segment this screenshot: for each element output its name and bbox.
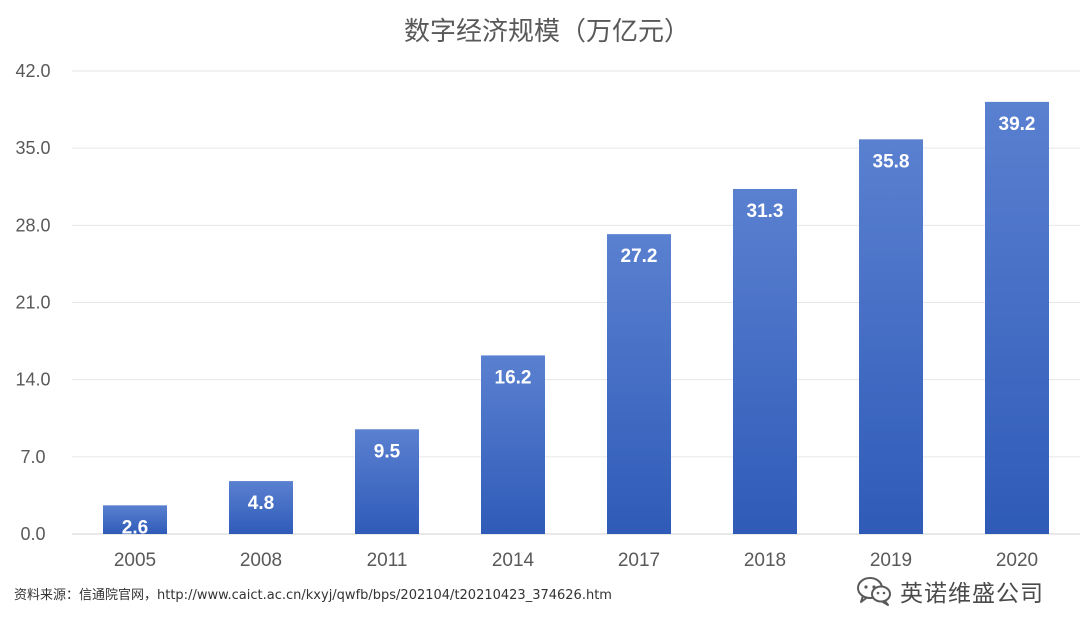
x-tick-label: 2017 xyxy=(618,550,660,571)
grid xyxy=(72,70,1080,535)
source-note: 资料来源：信通院官网，http://www.caict.ac.cn/kxyj/q… xyxy=(14,588,612,603)
bar-2018 xyxy=(733,188,797,534)
x-tick-label: 2005 xyxy=(114,550,156,571)
watermark-text: 英诺维盛公司 xyxy=(900,581,1044,607)
y-tick-label: 7.0 xyxy=(20,447,45,467)
x-tick-label: 2020 xyxy=(996,550,1038,571)
chart-title: 数字经济规模（万亿元） xyxy=(404,17,690,47)
bars: 2.6 4.8 9.5 16.2 27.2 31.3 35.8 39.2 xyxy=(103,101,1049,538)
x-tick-label: 2018 xyxy=(744,550,786,571)
y-axis: 0.0 7.0 14.0 21.0 28.0 35.0 42.0 xyxy=(15,61,50,544)
data-label: 16.2 xyxy=(495,367,532,388)
y-tick-label: 42.0 xyxy=(15,61,50,81)
data-label: 31.3 xyxy=(747,201,784,222)
y-tick-label: 14.0 xyxy=(15,370,50,390)
bar-2017 xyxy=(607,234,671,534)
data-label: 9.5 xyxy=(374,441,401,462)
data-label: 2.6 xyxy=(122,517,148,538)
watermark: 英诺维盛公司 xyxy=(856,574,1044,608)
x-tick-label: 2011 xyxy=(367,550,408,571)
bar-2019 xyxy=(859,139,923,534)
data-label: 4.8 xyxy=(248,493,274,514)
y-tick-label: 21.0 xyxy=(15,293,50,313)
data-label: 35.8 xyxy=(873,151,910,172)
x-tick-label: 2014 xyxy=(492,550,535,571)
y-tick-label: 0.0 xyxy=(20,524,45,544)
chart: 数字经济规模（万亿元） 0.0 7.0 14.0 21.0 28.0 35.0 42.0 2… xyxy=(15,17,1080,571)
bar-2008 xyxy=(229,481,293,534)
data-label: 27.2 xyxy=(621,246,658,267)
x-tick-label: 2019 xyxy=(870,550,912,571)
bar-2014 xyxy=(481,355,545,534)
bar-2020 xyxy=(985,101,1049,534)
wechat-icon xyxy=(857,577,891,606)
bar-2005 xyxy=(103,505,167,534)
bar-2011 xyxy=(355,429,419,534)
x-tick-label: 2008 xyxy=(240,550,282,571)
x-axis: 2005 2008 2011 2014 2017 2018 2019 2020 xyxy=(114,550,1038,571)
data-label: 39.2 xyxy=(999,114,1036,135)
y-tick-label: 35.0 xyxy=(15,138,50,158)
y-tick-label: 28.0 xyxy=(15,215,50,235)
